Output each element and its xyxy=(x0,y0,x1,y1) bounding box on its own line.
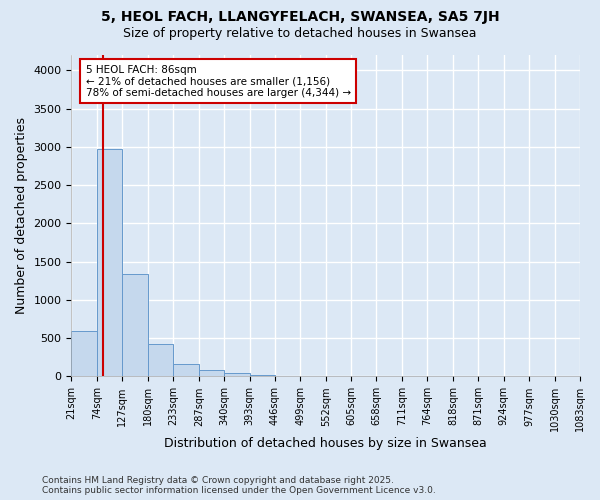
Bar xyxy=(224,373,250,376)
Bar xyxy=(199,370,224,376)
Bar xyxy=(148,344,173,376)
Text: 5 HEOL FACH: 86sqm
← 21% of detached houses are smaller (1,156)
78% of semi-deta: 5 HEOL FACH: 86sqm ← 21% of detached hou… xyxy=(86,64,351,98)
Bar xyxy=(173,364,199,376)
Y-axis label: Number of detached properties: Number of detached properties xyxy=(15,117,28,314)
Bar xyxy=(97,149,122,376)
Bar xyxy=(122,274,148,376)
Text: Size of property relative to detached houses in Swansea: Size of property relative to detached ho… xyxy=(123,28,477,40)
X-axis label: Distribution of detached houses by size in Swansea: Distribution of detached houses by size … xyxy=(164,437,487,450)
Text: 5, HEOL FACH, LLANGYFELACH, SWANSEA, SA5 7JH: 5, HEOL FACH, LLANGYFELACH, SWANSEA, SA5… xyxy=(101,10,499,24)
Bar xyxy=(250,375,275,376)
Text: Contains HM Land Registry data © Crown copyright and database right 2025.
Contai: Contains HM Land Registry data © Crown c… xyxy=(42,476,436,495)
Bar xyxy=(71,332,97,376)
